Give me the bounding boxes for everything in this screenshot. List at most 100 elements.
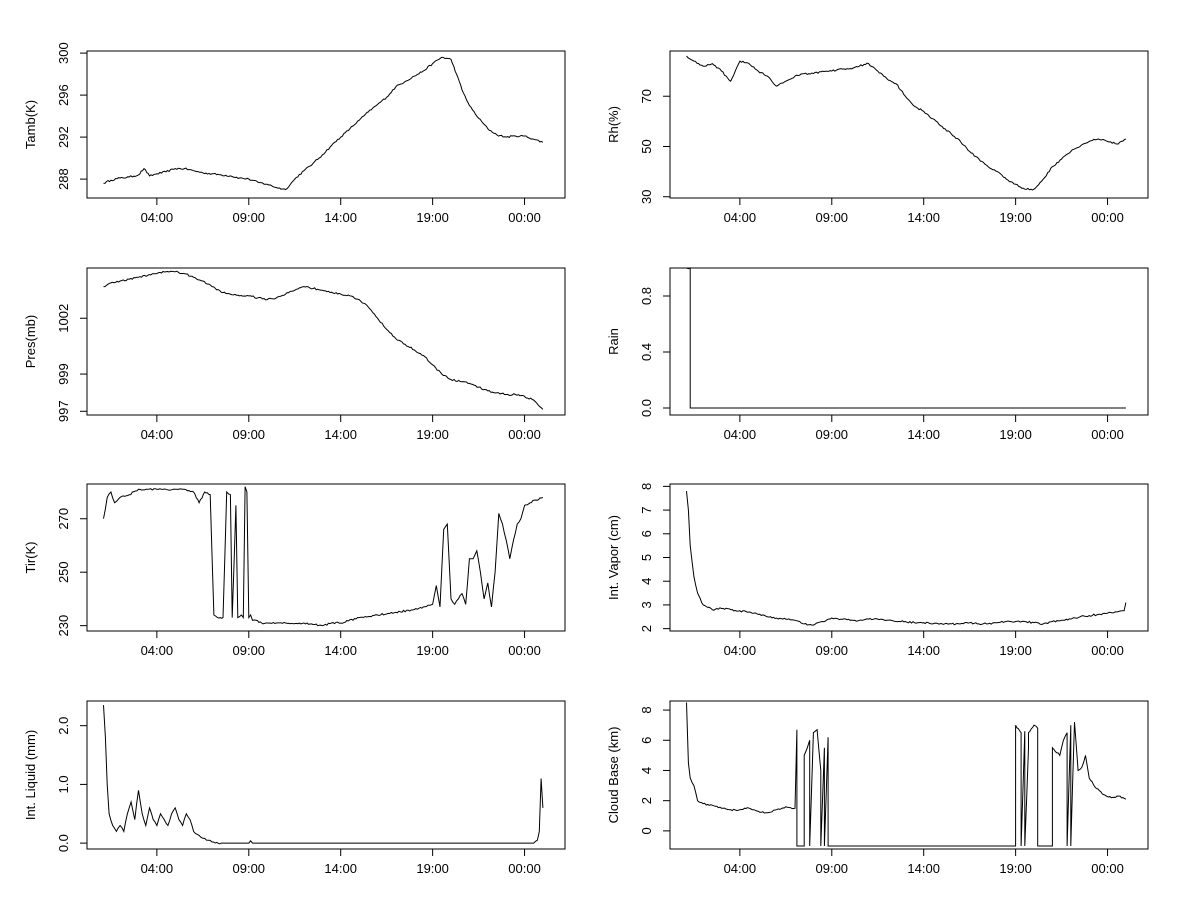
- x-tick-label: 14:00: [324, 210, 357, 225]
- y-tick-label: 270: [56, 508, 71, 530]
- x-tick-label: 19:00: [999, 210, 1032, 225]
- y-tick-label: 2: [639, 797, 654, 804]
- x-tick-label: 00:00: [1091, 210, 1124, 225]
- x-tick-label: 14:00: [907, 643, 940, 658]
- y-axis-label: Pres(mb): [23, 315, 38, 368]
- plot-frame: [86, 267, 566, 416]
- panel-2: 04:00 09:00 14:00 19:00 00:00 30 50 70 Rh(%): [606, 50, 1149, 225]
- x-tick-label: 19:00: [416, 643, 449, 658]
- y-tick-label: 1.0: [56, 775, 71, 793]
- x-tick-label: 04:00: [724, 427, 757, 442]
- y-tick-label: 0.0: [639, 399, 654, 417]
- y-tick-label: 4: [639, 578, 654, 585]
- y-tick-label: 30: [639, 190, 654, 204]
- x-tick-label: 09:00: [233, 643, 266, 658]
- series-line: [103, 270, 544, 410]
- plot-frame: [669, 267, 1149, 416]
- panel-3: 04:00 09:00 14:00 19:00 00:00 997 999 1002 Pres(…: [23, 267, 566, 442]
- y-axis-label: Rain: [606, 328, 621, 355]
- y-axis-label: Rh(%): [606, 106, 621, 143]
- y-tick-label: 0: [639, 827, 654, 834]
- x-tick-label: 04:00: [141, 427, 174, 442]
- x-tick-label: 14:00: [907, 210, 940, 225]
- y-tick-label: 6: [639, 530, 654, 537]
- y-axis-label: Int. Liquid (mm): [23, 730, 38, 820]
- x-tick-label: 14:00: [324, 861, 357, 876]
- x-tick-label: 09:00: [816, 861, 849, 876]
- y-tick-label: 296: [56, 84, 71, 106]
- x-tick-label: 14:00: [907, 427, 940, 442]
- x-tick-label: 09:00: [233, 210, 266, 225]
- series-line: [686, 491, 1127, 626]
- series-line: [103, 705, 544, 845]
- x-tick-label: 04:00: [141, 861, 174, 876]
- x-tick-label: 19:00: [999, 861, 1032, 876]
- plot-frame: [669, 700, 1149, 850]
- y-tick-label: 999: [56, 363, 71, 385]
- x-tick-label: 19:00: [416, 210, 449, 225]
- y-tick-label: 1002: [56, 304, 71, 333]
- y-axis-label: Tir(K): [23, 541, 38, 573]
- y-tick-label: 3: [639, 601, 654, 608]
- panel-7: 04:00 09:00 14:00 19:00 00:00 0.0 1.0 2.0 Int. L…: [23, 700, 566, 876]
- series-line: [686, 55, 1127, 191]
- series-line: [686, 267, 1126, 409]
- x-tick-label: 09:00: [816, 427, 849, 442]
- x-tick-label: 14:00: [324, 643, 357, 658]
- y-tick-label: 4: [639, 767, 654, 774]
- y-tick-label: 250: [56, 561, 71, 583]
- y-tick-label: 70: [639, 89, 654, 103]
- y-tick-label: 5: [639, 554, 654, 561]
- y-axis-label: Cloud Base (km): [606, 727, 621, 824]
- y-tick-label: 2.0: [56, 717, 71, 735]
- y-tick-label: 0.4: [639, 343, 654, 361]
- y-tick-label: 292: [56, 126, 71, 148]
- x-tick-label: 14:00: [907, 861, 940, 876]
- x-tick-label: 19:00: [999, 643, 1032, 658]
- x-tick-label: 00:00: [1091, 643, 1124, 658]
- x-tick-label: 19:00: [416, 861, 449, 876]
- y-tick-label: 997: [56, 400, 71, 422]
- panel-8: 04:00 09:00 14:00 19:00 00:00 0 2 4 6 8 Cloud Base…: [606, 700, 1149, 876]
- y-axis-label: Int. Vapor (cm): [606, 515, 621, 600]
- y-tick-label: 300: [56, 42, 71, 64]
- plot-frame: [669, 50, 1149, 199]
- y-tick-label: 230: [56, 615, 71, 637]
- panel-4: 04:00 09:00 14:00 19:00 00:00 0.0 0.4 0.8 Rain: [606, 267, 1149, 442]
- plot-frame: [669, 483, 1149, 632]
- y-tick-label: 0.8: [639, 287, 654, 305]
- x-tick-label: 14:00: [324, 427, 357, 442]
- x-tick-label: 19:00: [999, 427, 1032, 442]
- x-tick-label: 09:00: [816, 210, 849, 225]
- y-tick-label: 2: [639, 625, 654, 632]
- x-tick-label: 09:00: [233, 861, 266, 876]
- panel-5: 04:00 09:00 14:00 19:00 00:00 230 250 270 Tir(K): [23, 483, 566, 658]
- y-tick-label: 7: [639, 506, 654, 513]
- x-tick-label: 04:00: [724, 643, 757, 658]
- x-tick-label: 04:00: [724, 210, 757, 225]
- x-tick-label: 09:00: [816, 643, 849, 658]
- x-tick-label: 00:00: [508, 861, 541, 876]
- y-tick-label: 8: [639, 706, 654, 713]
- x-tick-label: 04:00: [724, 861, 757, 876]
- x-tick-label: 00:00: [508, 643, 541, 658]
- y-tick-label: 6: [639, 737, 654, 744]
- x-tick-label: 04:00: [141, 643, 174, 658]
- plot-frame: [86, 50, 566, 199]
- series-line: [103, 486, 544, 627]
- y-tick-label: 288: [56, 168, 71, 190]
- x-tick-label: 00:00: [1091, 861, 1124, 876]
- x-tick-label: 00:00: [508, 427, 541, 442]
- x-tick-label: 19:00: [416, 427, 449, 442]
- y-tick-label: 50: [639, 139, 654, 153]
- x-tick-label: 00:00: [508, 210, 541, 225]
- y-tick-label: 0.0: [56, 834, 71, 852]
- y-tick-label: 8: [639, 483, 654, 490]
- panel-1: 04:00 09:00 14:00 19:00 00:00 288 292 296 300 Tam…: [23, 42, 566, 225]
- series-line: [103, 56, 544, 191]
- x-tick-label: 04:00: [141, 210, 174, 225]
- panel-6: 04:00 09:00 14:00 19:00 00:00 2 3 4 5 6 7 8 Int. Vap…: [606, 483, 1149, 658]
- plot-frame: [86, 483, 566, 632]
- x-tick-label: 00:00: [1091, 427, 1124, 442]
